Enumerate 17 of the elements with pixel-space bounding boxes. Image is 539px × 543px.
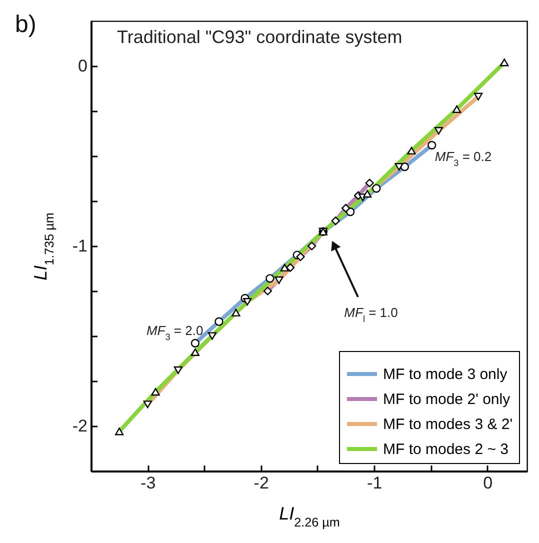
legend-label: MF to mode 3 only: [383, 366, 508, 383]
y-tick-label: 0: [78, 56, 88, 76]
x-tick-label: -1: [367, 474, 382, 492]
x-tick-label: 0: [483, 474, 493, 492]
legend-label: MF to mode 2' only: [383, 391, 511, 408]
legend-label: MF to modes 3 & 2': [383, 416, 513, 433]
annotation: MF$_{l}$ = 1.0: [344, 305, 398, 324]
legend-label: MF to modes 2 ~ 3: [383, 441, 508, 458]
x-tick-label: -3: [140, 474, 156, 492]
y-tick-label: -1: [72, 236, 88, 256]
annotation: MF$_{3}$ = 2.0: [146, 323, 204, 342]
annotation: MF$_{3}$ = 0.2: [434, 149, 492, 168]
text: b): [15, 11, 36, 38]
x-axis-title: LI$_{2.26 µm}$: [279, 504, 340, 530]
chart-title: Traditional "C93" coordinate system: [117, 27, 402, 47]
x-tick-label: -2: [254, 474, 269, 492]
y-tick-label: -2: [72, 416, 88, 436]
